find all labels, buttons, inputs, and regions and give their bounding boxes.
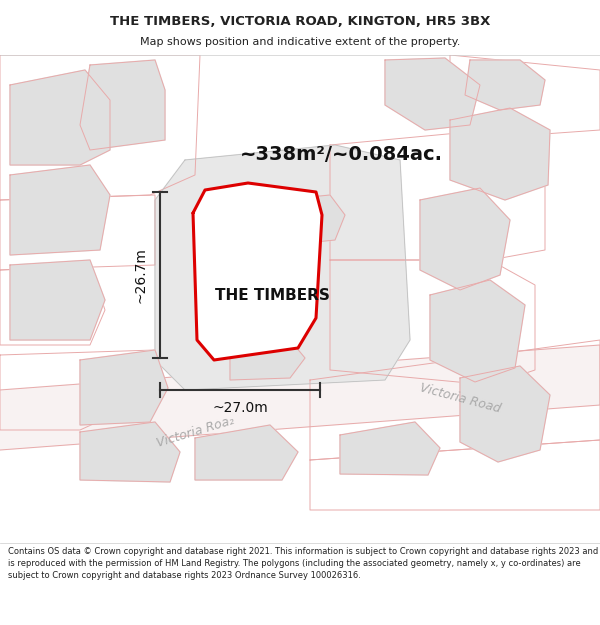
Text: Contains OS data © Crown copyright and database right 2021. This information is : Contains OS data © Crown copyright and d… (8, 547, 598, 579)
Text: ~338m²/~0.084ac.: ~338m²/~0.084ac. (240, 146, 443, 164)
Polygon shape (80, 60, 165, 150)
Polygon shape (465, 60, 545, 110)
Polygon shape (450, 108, 550, 200)
Text: ~26.7m: ~26.7m (133, 247, 147, 303)
Polygon shape (10, 260, 105, 340)
Polygon shape (193, 183, 322, 360)
Text: Victoria Roa₂: Victoria Roa₂ (155, 414, 235, 450)
Polygon shape (80, 350, 168, 425)
Polygon shape (280, 195, 345, 245)
Text: ~27.0m: ~27.0m (212, 401, 268, 415)
Polygon shape (155, 145, 410, 390)
Polygon shape (80, 422, 180, 482)
Polygon shape (230, 340, 305, 380)
Polygon shape (195, 425, 298, 480)
Text: Map shows position and indicative extent of the property.: Map shows position and indicative extent… (140, 37, 460, 47)
Polygon shape (460, 366, 550, 462)
Polygon shape (340, 422, 440, 475)
Polygon shape (420, 188, 510, 290)
Text: Victoria Road: Victoria Road (418, 381, 502, 415)
Polygon shape (385, 58, 480, 130)
Text: THE TIMBERS: THE TIMBERS (215, 288, 329, 302)
Polygon shape (10, 165, 110, 255)
Polygon shape (0, 345, 600, 450)
Polygon shape (430, 280, 525, 382)
Polygon shape (10, 70, 110, 165)
Text: THE TIMBERS, VICTORIA ROAD, KINGTON, HR5 3BX: THE TIMBERS, VICTORIA ROAD, KINGTON, HR5… (110, 15, 490, 28)
